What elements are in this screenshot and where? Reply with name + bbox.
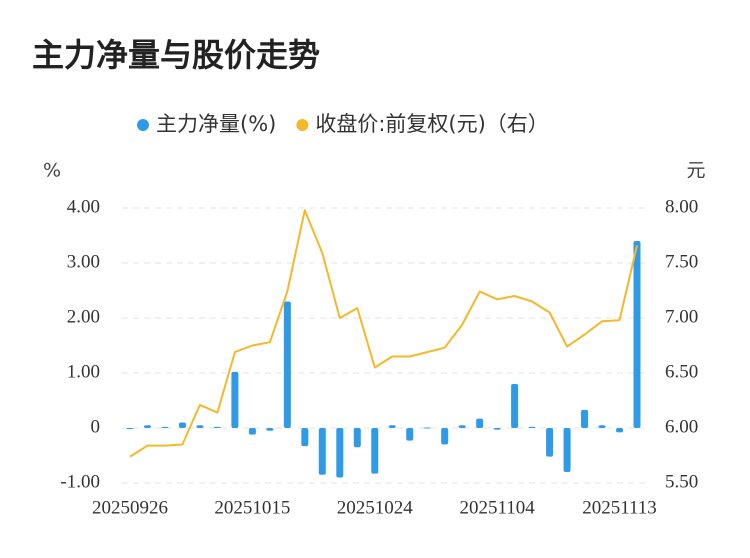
x-tick-label: 20250926 <box>92 497 168 518</box>
y2-tick-label: 8.00 <box>665 196 698 217</box>
y-tick-label: -1.00 <box>60 471 100 492</box>
chart-title: 主力净量与股价走势 <box>32 36 320 74</box>
y2-axis-unit: 元 <box>686 160 705 182</box>
bar <box>213 426 221 428</box>
bar <box>231 371 239 428</box>
x-tick-label: 20251015 <box>214 497 290 518</box>
bar <box>563 428 571 472</box>
legend: 主力净量(%) 收盘价:前复权(元)（右） <box>137 112 549 136</box>
y2-tick-label: 6.00 <box>665 416 698 437</box>
bar <box>493 428 501 430</box>
bar <box>423 427 431 429</box>
bar <box>528 426 536 428</box>
price-line <box>129 209 638 458</box>
y2-tick-label: 7.00 <box>665 306 698 327</box>
bar <box>546 428 554 457</box>
bar <box>336 428 344 478</box>
y-tick-label: 2.00 <box>67 306 100 327</box>
bar <box>178 422 186 428</box>
y-tick-label: 3.00 <box>67 251 100 272</box>
bar <box>283 301 291 428</box>
y-tick-label: 4.00 <box>67 196 100 217</box>
x-tick-label: 20251104 <box>459 497 535 518</box>
x-tick-label: 20251113 <box>582 497 657 518</box>
y2-tick-label: 6.50 <box>665 361 698 382</box>
legend-label: 主力净量(%) <box>156 112 276 136</box>
bar <box>476 418 484 428</box>
bar <box>196 425 204 428</box>
y2-tick-label: 7.50 <box>665 251 698 272</box>
bar <box>353 428 361 448</box>
bar <box>581 409 589 428</box>
legend-marker <box>296 119 309 131</box>
bar <box>633 241 641 428</box>
bar <box>616 428 624 433</box>
x-tick-label: 20251024 <box>337 497 414 518</box>
bar <box>143 425 151 428</box>
bar <box>301 428 309 447</box>
legend-label: 收盘价:前复权(元)（右） <box>315 112 548 136</box>
bar <box>371 428 379 474</box>
bar <box>458 425 466 428</box>
bar <box>406 428 414 441</box>
y-tick-label: 1.00 <box>67 361 100 382</box>
bar <box>248 428 256 435</box>
bar <box>441 428 449 445</box>
bar <box>511 384 519 428</box>
legend-marker <box>137 119 149 131</box>
bar <box>388 425 396 428</box>
bar <box>598 425 606 428</box>
y-axis-unit: % <box>43 160 61 182</box>
y2-tick-label: 5.50 <box>665 471 698 492</box>
y-tick-label: 0 <box>91 416 101 437</box>
bar <box>318 428 326 475</box>
bar <box>266 428 274 431</box>
bar <box>161 426 169 428</box>
bar <box>126 428 134 430</box>
